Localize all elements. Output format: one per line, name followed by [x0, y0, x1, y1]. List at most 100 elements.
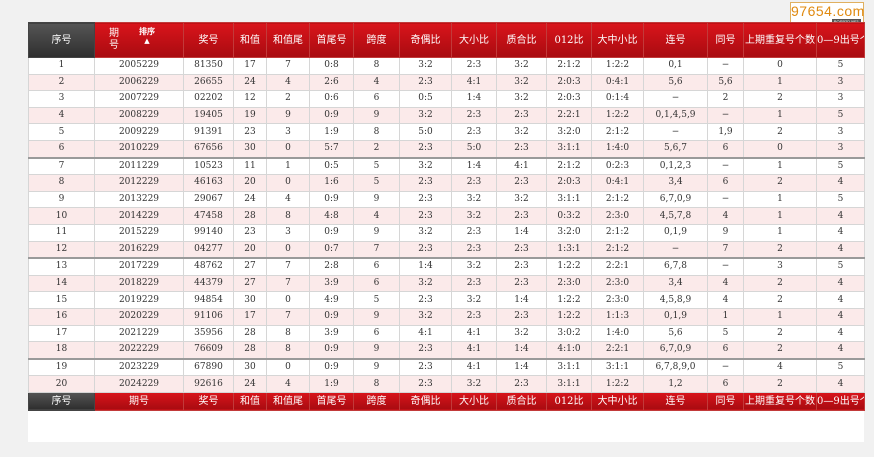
cell-first-last: 0:8	[309, 57, 354, 75]
cell-repeat-count: 2	[743, 174, 817, 192]
cell-sum-tail: 7	[266, 274, 310, 293]
table-row: 7 2011229 10523 11 1 0:5 5 3:2 1:4 4:1 2:1:2 0:2:3 0…	[28, 156, 865, 176]
cell-sum-tail: 0	[266, 240, 310, 259]
cell-digit-count: 4	[816, 274, 865, 293]
cell-big-small: 3:2	[451, 291, 497, 309]
cell-sum-tail: 0	[266, 291, 310, 309]
table-row: 8 2012229 46163 20 0 1:6 5 2:3 2:3 2:3 2:0:3 0:4:1 3…	[28, 174, 865, 192]
cell-big-small: 4:1	[451, 324, 497, 343]
cell-digit-count: 5	[816, 257, 865, 276]
cell-repeat-count: 2	[743, 291, 817, 309]
cell-same: 6	[707, 174, 744, 192]
cell-repeat-count: 2	[743, 240, 817, 259]
header-sum: 和值	[233, 22, 267, 58]
header-digit-count: 0—9出号个数	[816, 22, 865, 58]
cell-same: 4	[707, 207, 744, 225]
cell-digit-count: 5	[816, 106, 865, 125]
table-row: 13 2017229 48762 27 7 2:8 6 1:4 3:2 2:3 1:2:2 2:2:1…	[28, 257, 865, 276]
cell-index: 16	[28, 307, 95, 326]
cell-span: 8	[353, 375, 400, 393]
cell-first-last: 1:9	[309, 123, 354, 141]
cell-span: 7	[353, 240, 400, 259]
cell-issue: 2015229	[94, 223, 184, 242]
cell-first-last: 5:7	[309, 139, 354, 159]
cell-odd-even: 3:2	[399, 307, 452, 326]
cell-ratio-012: 0:3:2	[546, 207, 592, 225]
cell-prime-composite: 2:3	[496, 106, 547, 125]
header-issue[interactable]: 期 号 排序 ▲	[94, 22, 184, 58]
cell-span: 5	[353, 156, 400, 176]
cell-odd-even: 2:3	[399, 240, 452, 259]
cell-index: 7	[28, 156, 95, 176]
table-row: 15 2019229 94854 30 0 4:9 5 2:3 3:2 1:4 1:2:2 2:3:0…	[28, 291, 865, 309]
cell-consecutive: 4,5,7,8	[643, 207, 708, 225]
header-consecutive: 连号	[643, 22, 708, 58]
cell-issue: 2013229	[94, 190, 184, 209]
table-row: 6 2010229 67656 30 0 5:7 2 2:3 5:0 2:3 3:1:1 1:4:0 5…	[28, 139, 865, 159]
cell-first-last: 3:9	[309, 274, 354, 293]
cell-big-mid-small: 2:2:1	[591, 341, 644, 360]
cell-index: 1	[28, 57, 95, 75]
header-number: 奖号	[183, 22, 234, 58]
header-first-last: 首尾号	[309, 22, 354, 58]
cell-repeat-count: 1	[743, 156, 817, 176]
cell-consecutive: 5,6	[643, 73, 708, 92]
cell-repeat-count: 0	[743, 57, 817, 75]
cell-big-mid-small: 2:3:0	[591, 274, 644, 293]
cell-sum: 17	[233, 57, 267, 75]
cell-first-last: 0:9	[309, 223, 354, 242]
cell-odd-even: 2:3	[399, 139, 452, 159]
table-row: 4 2008229 19405 19 9 0:9 9 3:2 2:3 2:3 2:2:1 1:2:2 0…	[28, 106, 865, 125]
cell-same: −	[707, 357, 744, 377]
cell-ratio-012: 2:1:2	[546, 156, 592, 176]
table-row: 12 2016229 04277 20 0 0:7 7 2:3 2:3 2:3 1:3:1 2:1:2…	[28, 240, 865, 259]
cell-sum-tail: 3	[266, 123, 310, 141]
footer-number: 奖号	[183, 391, 234, 411]
cell-repeat-count: 3	[743, 257, 817, 276]
cell-digit-count: 4	[816, 291, 865, 309]
cell-number: 35956	[183, 324, 234, 343]
cell-span: 9	[353, 190, 400, 209]
cell-digit-count: 3	[816, 123, 865, 141]
cell-big-mid-small: 1:2:2	[591, 375, 644, 393]
cell-prime-composite: 2:3	[496, 375, 547, 393]
cell-prime-composite: 2:3	[496, 257, 547, 276]
table-row: 1 2005229 81350 17 7 0:8 8 3:2 2:3 3:2 2:1:2 1:2:2 0…	[28, 57, 865, 75]
cell-sum: 30	[233, 139, 267, 159]
cell-sum: 24	[233, 190, 267, 209]
cell-index: 6	[28, 139, 95, 159]
cell-big-mid-small: 2:1:2	[591, 123, 644, 141]
cell-big-mid-small: 2:1:2	[591, 190, 644, 209]
table-row: 17 2021229 35956 28 8 3:9 6 4:1 4:1 3:2 3:0:2 1:4:0…	[28, 324, 865, 343]
cell-issue: 2014229	[94, 207, 184, 225]
cell-digit-count: 3	[816, 73, 865, 92]
cell-consecutive: −	[643, 90, 708, 108]
cell-repeat-count: 0	[743, 139, 817, 159]
cell-ratio-012: 2:0:3	[546, 174, 592, 192]
cell-digit-count: 4	[816, 240, 865, 259]
cell-index: 14	[28, 274, 95, 293]
cell-sum-tail: 0	[266, 139, 310, 159]
cell-number: 67890	[183, 357, 234, 377]
cell-odd-even: 4:1	[399, 324, 452, 343]
cell-big-small: 3:2	[451, 207, 497, 225]
cell-odd-even: 2:3	[399, 207, 452, 225]
cell-number: 94854	[183, 291, 234, 309]
cell-odd-even: 2:3	[399, 341, 452, 360]
table-row: 14 2018229 44379 27 7 3:9 6 3:2 2:3 2:3 2:3:0 2:3:0…	[28, 274, 865, 293]
header-repeat-count: 上期重复号个数	[743, 22, 817, 58]
table-row: 16 2020229 91106 17 7 0:9 9 3:2 2:3 2:3 1:2:2 1:1:3…	[28, 307, 865, 326]
sort-arrow-icon: ▲	[144, 36, 150, 45]
cell-ratio-012: 2:0:3	[546, 90, 592, 108]
cell-issue: 2016229	[94, 240, 184, 259]
cell-consecutive: 0,1,9	[643, 307, 708, 326]
cell-first-last: 0:9	[309, 357, 354, 377]
cell-number: 91391	[183, 123, 234, 141]
cell-odd-even: 2:3	[399, 375, 452, 393]
cell-big-small: 2:3	[451, 274, 497, 293]
cell-odd-even: 5:0	[399, 123, 452, 141]
footer-index: 序号	[28, 391, 95, 411]
sort-button[interactable]: 排序 ▲	[139, 27, 155, 46]
cell-odd-even: 3:2	[399, 156, 452, 176]
cell-big-mid-small: 0:4:1	[591, 73, 644, 92]
